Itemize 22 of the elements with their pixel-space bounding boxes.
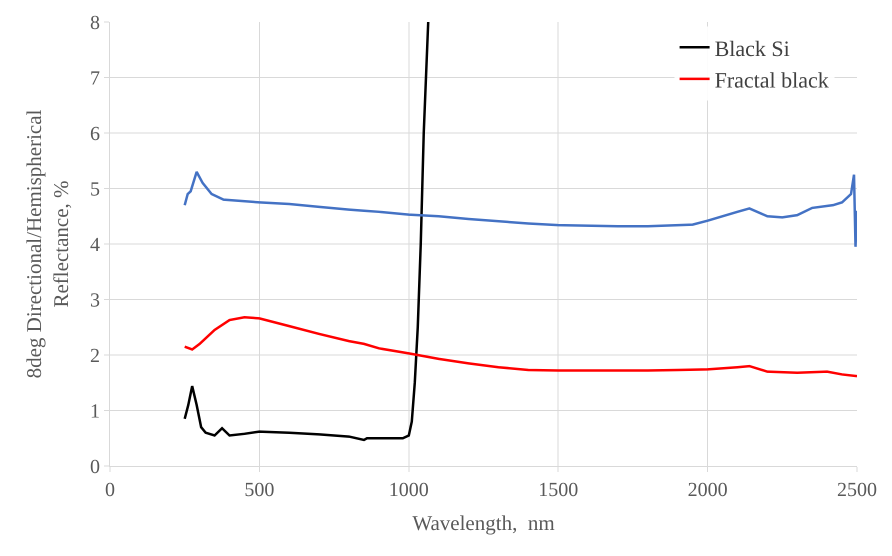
legend-label: Black Si [714,36,790,61]
x-tick-label: 2500 [837,479,877,501]
x-tick-label: 2000 [688,479,728,501]
y-tick-label: 1 [90,400,100,422]
y-tick-label: 8 [90,12,100,34]
y-axis-title: 8deg Directional/Hemispherical Reflectance, % [22,109,74,378]
x-tick-label: 1500 [538,479,578,501]
x-axis-title: Wavelength, nm [412,511,555,536]
y-tick-label: 6 [90,123,100,145]
y-tick-label: 2 [90,345,100,367]
line-series [183,170,857,248]
y-tick-label: 3 [90,290,100,312]
line-series [183,22,430,442]
y-tick-label: 4 [90,234,100,256]
x-tick-label: 1000 [388,479,429,501]
y-tick-label: 5 [90,178,100,200]
y-tick-label: 7 [90,68,100,90]
x-tick-label: 0 [105,479,115,501]
y-tick-label: 0 [90,456,100,478]
legend-label: Fractal black [714,67,829,92]
line-series [183,316,857,378]
x-tick-label: 500 [244,479,274,501]
